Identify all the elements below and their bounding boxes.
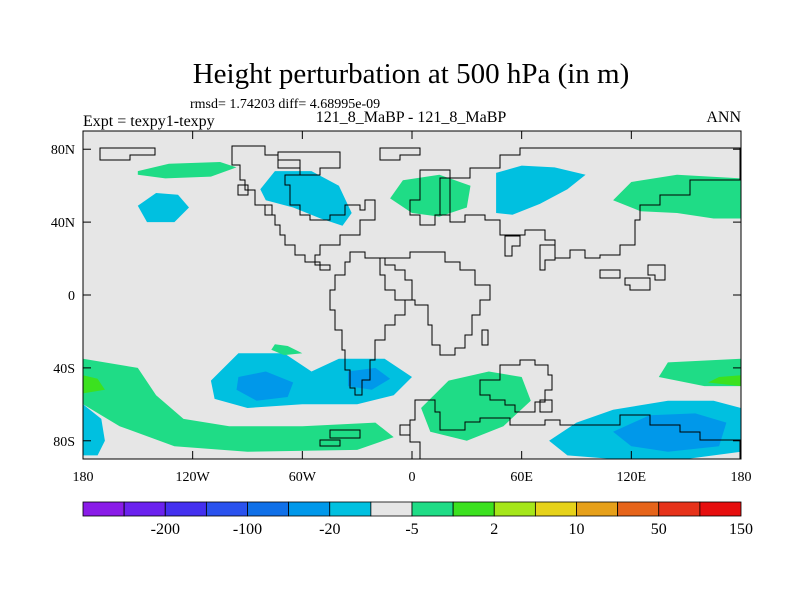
y-tick-label: 80S — [53, 435, 75, 450]
contour-region-7 — [83, 358, 394, 452]
x-tick-label: 180 — [73, 470, 94, 485]
colorbar-swatch-4 — [205, 501, 248, 517]
y-tick-label: 80N — [51, 143, 75, 158]
y-tick-label: 40N — [51, 216, 75, 231]
contour-region-16 — [613, 413, 727, 452]
colorbar-label: 50 — [651, 521, 667, 538]
experiment-label: Expt = texpy1-texpy — [83, 113, 215, 130]
contour-region-10 — [236, 371, 294, 401]
colorbar-label: -200 — [151, 521, 180, 538]
contour-region-5 — [496, 165, 586, 215]
colorbar-swatch-13 — [576, 501, 619, 517]
map-panel: 180 120W 60W 0 60E 120E 180 80N 40N 0 40S 80S — [51, 130, 752, 485]
contour-region-18 — [708, 375, 741, 387]
colorbar-label: -20 — [319, 521, 340, 538]
colorbar: -200 -100 -20 -5 2 10 50 150 — [82, 501, 753, 538]
y-tick-label: 0 — [68, 289, 75, 304]
colorbar-swatch-1 — [82, 501, 125, 517]
colorbar-swatch-15 — [658, 501, 701, 517]
contour-region-1 — [137, 162, 237, 179]
x-tick-label: 0 — [409, 470, 416, 485]
season-label: ANN — [706, 109, 741, 126]
colorbar-swatch-9 — [411, 501, 454, 517]
colorbar-swatch-12 — [534, 501, 577, 517]
colorbar-label: 2 — [490, 521, 498, 538]
colorbar-swatch-14 — [617, 501, 660, 517]
colorbar-swatch-10 — [452, 501, 495, 517]
colorbar-swatch-6 — [288, 501, 331, 517]
plot-title: Height perturbation at 500 hPa (in m) — [193, 58, 630, 90]
contour-region-3 — [260, 171, 352, 226]
x-tick-label: 180 — [731, 470, 752, 485]
colorbar-swatch-8 — [370, 501, 413, 517]
contour-region-12 — [271, 344, 303, 356]
map-axes: 180 120W 60W 0 60E 120E 180 80N 40N 0 40S 80S — [51, 131, 752, 485]
colorbar-label: -5 — [405, 521, 418, 538]
colorbar-swatch-3 — [164, 501, 207, 517]
contour-region-11 — [348, 367, 391, 390]
colorbar-label: 150 — [729, 521, 753, 538]
stats-line: rmsd= 1.74203 diff= 4.68995e-09 — [190, 97, 380, 112]
colorbar-swatch-11 — [493, 501, 536, 517]
x-tick-label: 120W — [176, 470, 211, 485]
x-tick-label: 60W — [289, 470, 317, 485]
case-label: 121_8_MaBP - 121_8_MaBP — [316, 109, 507, 126]
contour-region-6 — [613, 174, 741, 219]
contour-region-17 — [83, 375, 105, 394]
x-tick-label: 60E — [510, 470, 533, 485]
contour-region-13 — [421, 371, 531, 441]
y-tick-label: 40S — [53, 362, 75, 377]
colorbar-swatch-2 — [123, 501, 166, 517]
colorbar-label: -100 — [233, 521, 262, 538]
x-tick-label: 120E — [617, 470, 647, 485]
colorbar-swatch-5 — [247, 501, 290, 517]
colorbar-label: 10 — [569, 521, 585, 538]
contour-region-8 — [83, 404, 105, 456]
contour-region-2 — [137, 193, 189, 223]
continent-outlines — [99, 145, 741, 460]
colorbar-swatch-16 — [699, 501, 742, 517]
colorbar-swatch-7 — [329, 501, 372, 517]
